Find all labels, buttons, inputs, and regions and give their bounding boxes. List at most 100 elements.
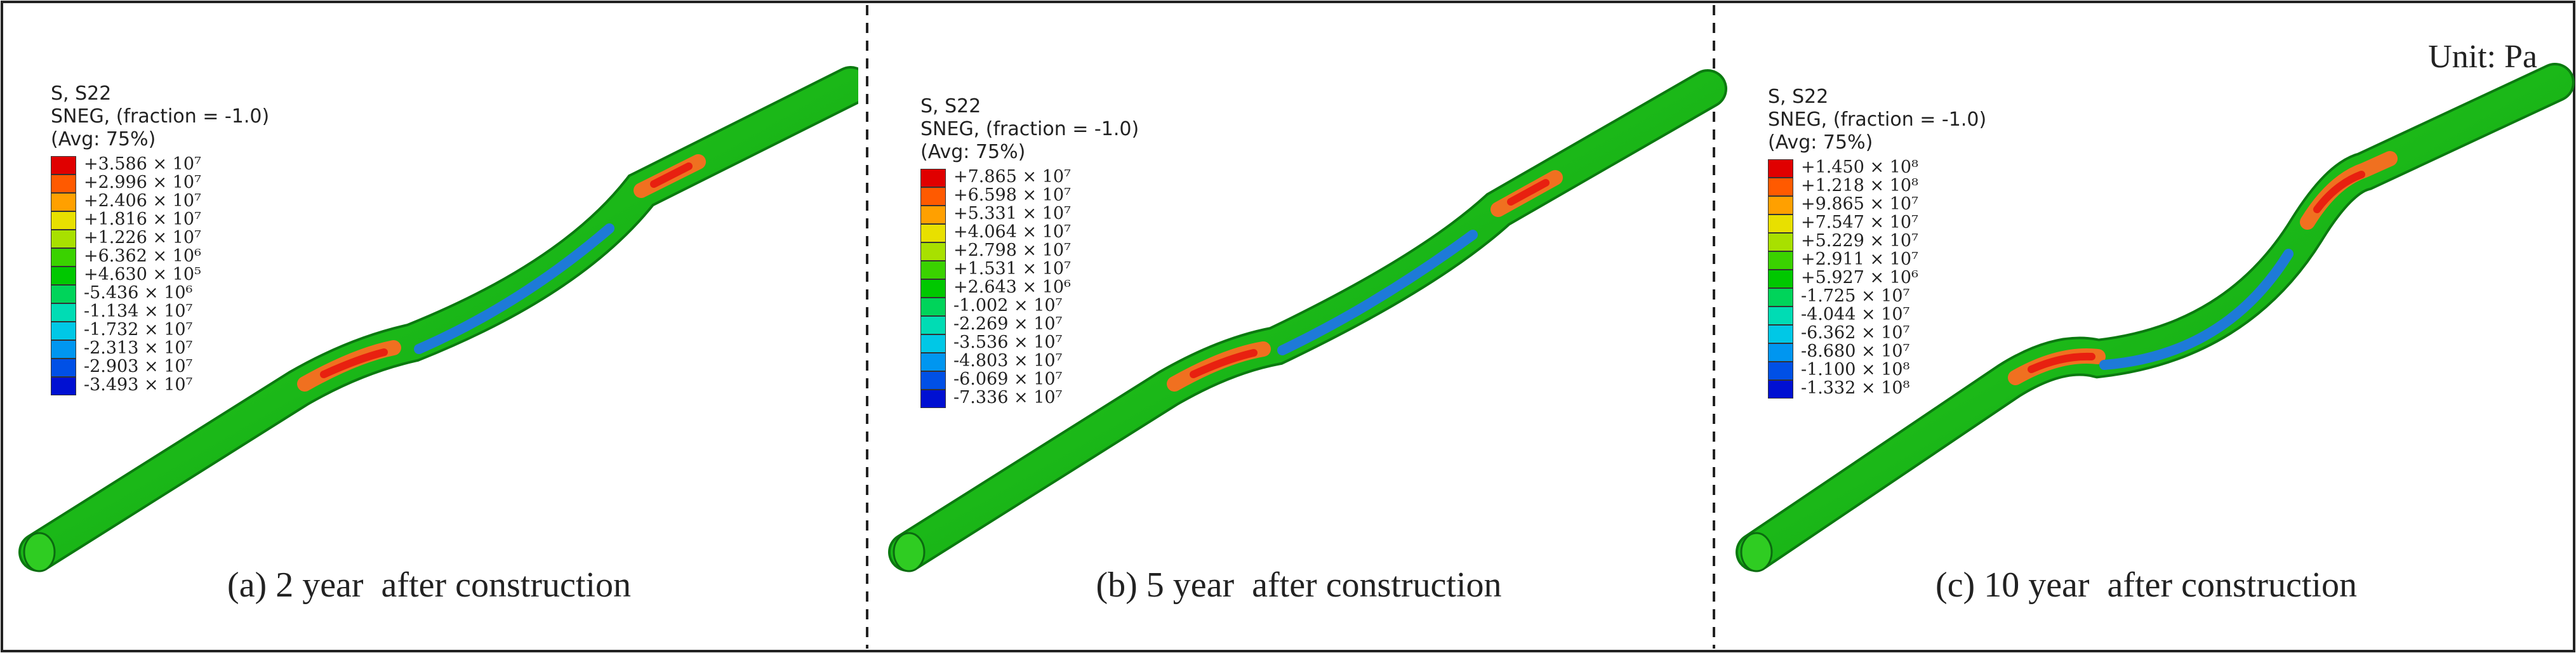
- legend-a-swatch-10: [51, 340, 76, 359]
- legend-b-value-5: +1.531 × 10⁷: [953, 259, 1071, 279]
- legend-c-value-6: +5.927 × 10⁶: [1801, 268, 1918, 287]
- legend-a-subtitle: SNEG, (fraction = -1.0): [51, 105, 270, 128]
- legend-b-value-7: -1.002 × 10⁷: [953, 296, 1063, 315]
- legend-c-swatch-10: [1768, 343, 1793, 362]
- legend-b-value-1: +6.598 × 10⁷: [953, 185, 1071, 205]
- legend-c-avg: (Avg: 75%): [1768, 131, 1873, 154]
- legend-b-value-11: -6.069 × 10⁷: [953, 369, 1063, 389]
- legend-b-swatch-11: [920, 371, 946, 390]
- legend-c-swatch-1: [1768, 178, 1793, 196]
- legend-c-value-0: +1.450 × 10⁸: [1801, 157, 1918, 177]
- legend-b-swatch-9: [920, 334, 946, 353]
- legend-c-value-4: +5.229 × 10⁷: [1801, 231, 1918, 251]
- pipe-c-end: [1740, 532, 1773, 572]
- legend-a-title: S, S22: [51, 82, 112, 105]
- pipe-a-end: [23, 532, 56, 572]
- legend-c-scale: +1.450 × 10⁸ +1.218 × 10⁸ +9.865 × 10⁷ +7.5…: [1768, 157, 1986, 401]
- legend-b-value-9: -3.536 × 10⁷: [953, 333, 1063, 352]
- pipe-a-cold: [414, 223, 614, 354]
- legend-a-swatch-8: [51, 303, 76, 322]
- legend-b-value-4: +2.798 × 10⁷: [953, 241, 1071, 260]
- legend-c-value-2: +9.865 × 10⁷: [1801, 194, 1918, 214]
- legend-b-value-0: +7.865 × 10⁷: [953, 167, 1071, 187]
- legend-c-swatch-6: [1768, 270, 1793, 288]
- legend-b-swatch-0: [920, 169, 946, 187]
- legend-a-value-9: -1.732 × 10⁷: [84, 320, 193, 340]
- legend-b-value-3: +4.064 × 10⁷: [953, 222, 1071, 242]
- legend-c-value-12: -1.332 × 10⁸: [1801, 378, 1910, 398]
- pipe-c-svg: [1736, 63, 2575, 572]
- pipe-b-hot-2-core: [1507, 179, 1550, 206]
- legend-c-value-8: -4.044 × 10⁷: [1801, 305, 1910, 324]
- legend-b-swatch-4: [920, 242, 946, 261]
- pipe-c-cold: [2099, 249, 2294, 370]
- panel-b: S, S22 SNEG, (fraction = -1.0) (Avg: 75%…: [870, 0, 1728, 653]
- legend-b-swatch-10: [920, 353, 946, 371]
- legend-a-swatch-5: [51, 248, 76, 267]
- legend-a-swatch-11: [51, 359, 76, 377]
- legend-a-value-1: +2.996 × 10⁷: [84, 173, 201, 192]
- caption-a: (a) 2 year after construction: [227, 565, 631, 605]
- legend-c-swatch-12: [1768, 380, 1793, 399]
- pipe-b-end: [893, 532, 926, 572]
- legend-c-value-5: +2.911 × 10⁷: [1801, 249, 1918, 269]
- legend-b-scale: +7.865 × 10⁷ +6.598 × 10⁷ +5.331 × 10⁷ +4.0…: [920, 167, 1139, 411]
- legend-b-avg: (Avg: 75%): [920, 141, 1026, 163]
- legend-a-value-8: -1.134 × 10⁷: [84, 301, 193, 321]
- panel-c: Unit: Pa S, S22 SNEG, (fraction = -1.0) …: [1717, 0, 2575, 653]
- legend-a: S, S22 SNEG, (fraction = -1.0) (Avg: 75%…: [51, 82, 269, 398]
- pipe-a-svg: [18, 66, 858, 572]
- legend-a-value-3: +1.816 × 10⁷: [84, 209, 201, 229]
- caption-c: (c) 10 year after construction: [1935, 565, 2357, 605]
- legend-a-swatch-12: [51, 377, 76, 395]
- legend-b-title: S, S22: [920, 95, 981, 117]
- pipe-a-hot-2-core: [650, 162, 693, 188]
- legend-a-swatch-4: [51, 230, 76, 248]
- legend-c-swatch-2: [1768, 196, 1793, 214]
- legend-c-value-9: -6.362 × 10⁷: [1801, 323, 1910, 343]
- legend-b-swatch-6: [920, 279, 946, 298]
- legend-b-swatch-7: [920, 298, 946, 316]
- legend-b-value-8: -2.269 × 10⁷: [953, 314, 1063, 334]
- legend-b-swatch-5: [920, 261, 946, 279]
- legend-a-value-12: -3.493 × 10⁷: [84, 375, 193, 395]
- legend-c-swatch-3: [1768, 214, 1793, 233]
- legend-a-value-4: +1.226 × 10⁷: [84, 228, 201, 247]
- legend-c-swatch-9: [1768, 325, 1793, 343]
- legend-a-swatch-7: [51, 285, 76, 303]
- caption-b: (b) 5 year after construction: [1096, 565, 1502, 605]
- legend-a-value-0: +3.586 × 10⁷: [84, 154, 201, 174]
- legend-c-subtitle: SNEG, (fraction = -1.0): [1768, 109, 1987, 131]
- legend-b-swatch-2: [920, 206, 946, 224]
- legend-a-swatch-6: [51, 267, 76, 285]
- legend-a-swatch-9: [51, 322, 76, 340]
- pipe-c-hot-2-core: [2313, 171, 2365, 213]
- pipe-b-svg: [888, 69, 1727, 572]
- legend-a-value-10: -2.313 × 10⁷: [84, 338, 193, 358]
- legend-c: S, S22 SNEG, (fraction = -1.0) (Avg: 75%…: [1768, 86, 1986, 401]
- legend-a-swatch-2: [51, 193, 76, 211]
- legend-a-swatch-0: [51, 156, 76, 175]
- pipe-a-hot-1-core: [320, 348, 388, 378]
- legend-b-swatch-1: [920, 187, 946, 206]
- unit-label: Unit: Pa: [2428, 39, 2537, 75]
- legend-b-swatch-12: [920, 390, 946, 408]
- panel-a: S, S22 SNEG, (fraction = -1.0) (Avg: 75%…: [0, 0, 858, 653]
- legend-a-value-7: -5.436 × 10⁶: [84, 283, 193, 303]
- legend-a-scale: +3.586 × 10⁷ +2.996 × 10⁷ +2.406 × 10⁷ +1.8…: [51, 154, 269, 398]
- legend-c-swatch-8: [1768, 307, 1793, 325]
- legend-c-swatch-5: [1768, 251, 1793, 270]
- legend-a-swatch-3: [51, 211, 76, 230]
- legend-b-subtitle: SNEG, (fraction = -1.0): [920, 118, 1139, 140]
- legend-b: S, S22 SNEG, (fraction = -1.0) (Avg: 75%…: [920, 95, 1139, 411]
- legend-c-value-10: -8.680 × 10⁷: [1801, 341, 1910, 361]
- legend-a-swatch-1: [51, 175, 76, 193]
- legend-c-swatch-0: [1768, 159, 1793, 178]
- pipe-b-hot-1-core: [1190, 349, 1258, 378]
- legend-c-swatch-4: [1768, 233, 1793, 251]
- legend-b-value-6: +2.643 × 10⁶: [953, 277, 1071, 297]
- legend-c-value-11: -1.100 × 10⁸: [1801, 360, 1910, 379]
